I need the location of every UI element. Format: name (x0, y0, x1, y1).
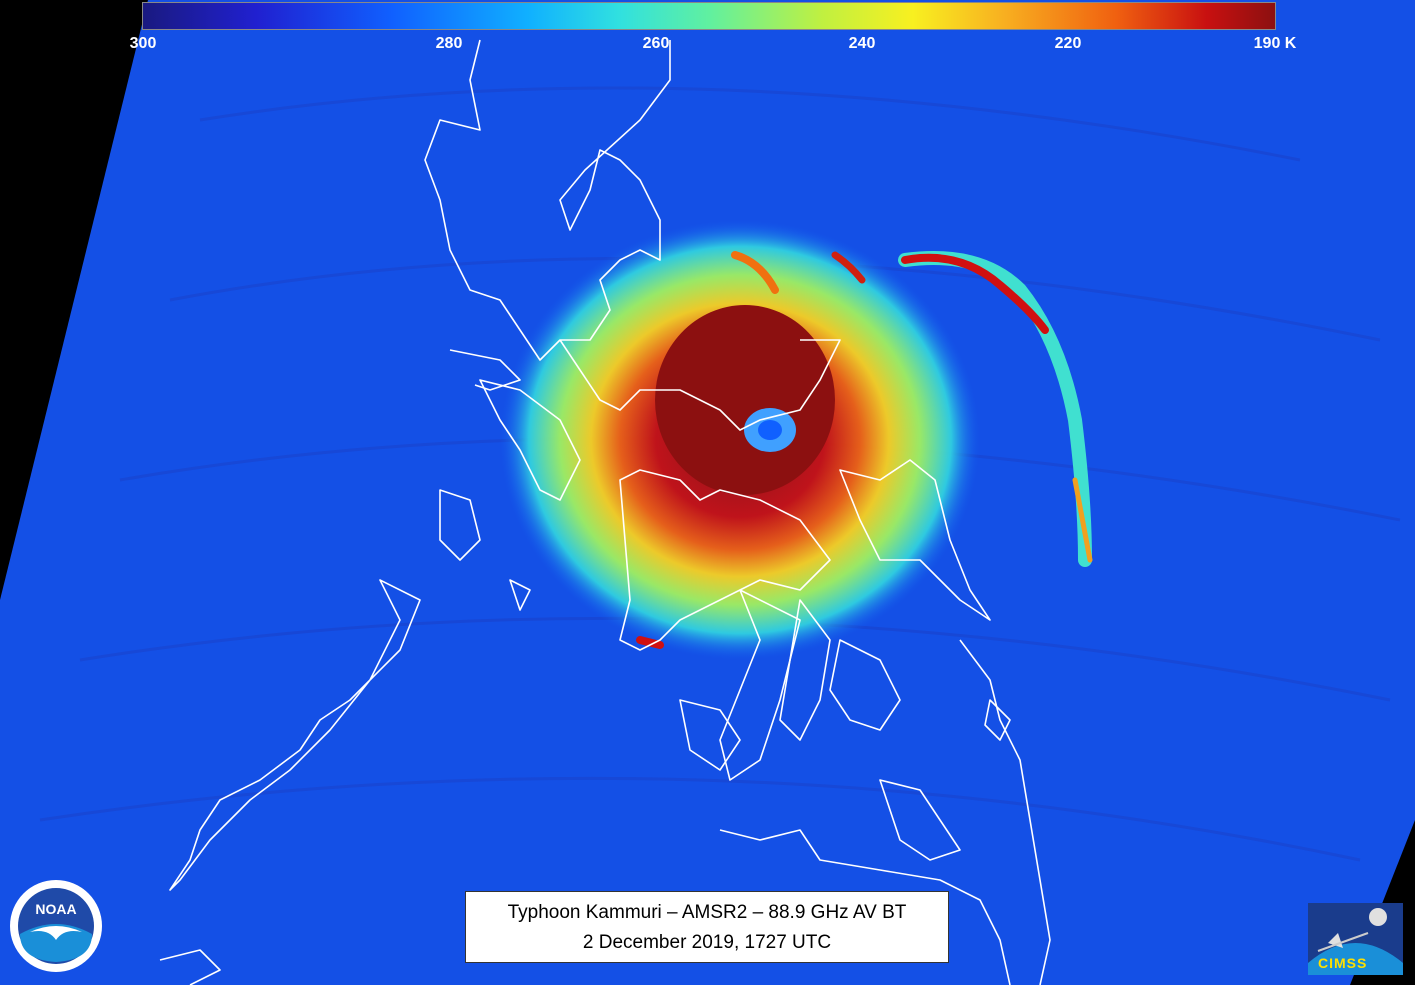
storm-core (655, 305, 835, 495)
noaa-logo-text: NOAA (35, 901, 76, 917)
colorbar-tick-240: 240 (848, 35, 876, 52)
colorbar-tick-300: 300 (129, 35, 157, 52)
colorbar-tick-260: 260 (642, 35, 670, 52)
colorbar-tick-220: 220 (1054, 35, 1082, 52)
rain-bands (636, 251, 1093, 649)
colorbar-tick-190: 190 K (1253, 35, 1297, 52)
eye-center (758, 420, 782, 440)
caption-date: 2 December 2019, 1727 UTC (582, 932, 832, 953)
caption-title: Typhoon Kammuri – AMSR2 – 88.9 GHz AV BT (507, 902, 907, 923)
colorbar-tick-280: 280 (435, 35, 463, 52)
cimss-logo (1308, 903, 1403, 975)
coastlines (159, 39, 1051, 985)
temperature-colorbar (142, 2, 1276, 30)
noaa-logo: NOAA (10, 880, 102, 972)
cimss-logo-text: CIMSS (1318, 955, 1368, 971)
map-caption: Typhoon Kammuri – AMSR2 – 88.9 GHz AV BT… (465, 891, 949, 963)
